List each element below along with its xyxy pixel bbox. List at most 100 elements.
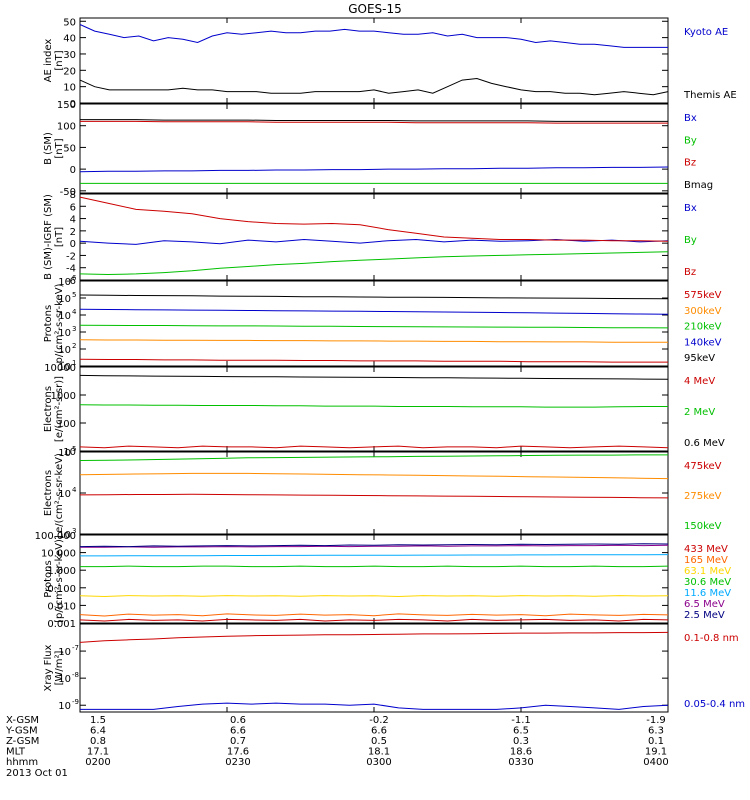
footer-row-label: MLT <box>6 747 26 758</box>
legend-entry: Kyoto AE <box>684 27 728 38</box>
footer-value: 17.6 <box>227 747 249 758</box>
footer-value: 0.5 <box>371 736 387 747</box>
y-tick-label: 10 <box>58 701 71 712</box>
legend-entry: 2.5 MeV <box>684 610 725 621</box>
legend-entry: 4 MeV <box>684 376 715 387</box>
panel-1: 0 10 20 30 40 50 AE index [nT] Kyoto AE Themis AE <box>43 17 737 110</box>
series-line <box>79 631 669 643</box>
series-line <box>80 565 669 568</box>
y-tick-label: -4 <box>66 264 76 275</box>
y-axis-label: B (SM) <box>43 132 54 165</box>
footer-row-label: X-GSM <box>6 715 39 726</box>
footer-value: 6.6 <box>230 726 246 737</box>
panel-frame <box>79 280 669 367</box>
y-tick-label: 100.000 <box>35 531 76 542</box>
y-axis-label: [nT] <box>54 138 65 158</box>
series-line <box>79 374 669 380</box>
y-tick-label: 4 <box>70 215 76 226</box>
series-line <box>79 493 669 499</box>
footer-value: 0200 <box>85 757 110 768</box>
legend-entry: Bz <box>684 267 696 278</box>
series-line <box>79 595 669 598</box>
series-line <box>79 251 669 276</box>
series-line <box>79 454 668 461</box>
y-tick-label: 0.100 <box>47 584 76 595</box>
footer-value: 18.1 <box>368 747 390 758</box>
footer-value: 0.3 <box>513 736 529 747</box>
y-axis-label: Xray Flux <box>43 644 54 691</box>
series-line <box>79 472 669 480</box>
y-tick-label: 10 <box>58 345 71 356</box>
y-tick-label: 10 <box>58 448 71 459</box>
series-line <box>79 166 669 173</box>
footer-value: 0.7 <box>230 736 246 747</box>
y-tick-label: -6 <box>66 276 76 287</box>
y-axis-label: B (SM)-IGRF (SM) <box>43 194 54 280</box>
footer-value: 0230 <box>225 757 250 768</box>
y-tick-exponent: 5 <box>72 445 76 453</box>
y-tick-label: 8 <box>70 190 76 201</box>
series-line <box>80 120 668 124</box>
y-axis-label: Electrons <box>43 386 54 432</box>
y-axis-label: p/(cm²-s-sr-keV) <box>54 283 65 363</box>
legend-entry: By <box>684 235 697 246</box>
y-tick-label: 20 <box>63 66 76 77</box>
legend-entry: Bz <box>684 158 696 169</box>
footer-value: 0.8 <box>90 736 106 747</box>
y-tick-label: 100 <box>57 122 76 133</box>
series-line <box>79 618 669 622</box>
y-tick-label: 1.000 <box>47 566 76 577</box>
y-tick-label: -50 <box>60 187 76 198</box>
series-line <box>79 308 669 315</box>
y-axis-label: [e/(cm²-s-sr)] <box>54 376 65 442</box>
legend-entry: 2 MeV <box>684 407 715 418</box>
y-tick-label: 10 <box>58 294 71 305</box>
legend-entry: 95keV <box>684 353 715 364</box>
y-axis-label: Protons <box>43 305 54 342</box>
series-line <box>79 445 669 449</box>
y-tick-label: 10000 <box>44 363 76 374</box>
y-tick-label: 6 <box>70 202 76 213</box>
series-line <box>79 543 669 548</box>
footer-value: 0400 <box>643 757 668 768</box>
y-tick-exponent: -7 <box>72 644 79 652</box>
footer-value: 6.4 <box>90 726 106 737</box>
legend-entry: 30.6 MeV <box>684 577 731 588</box>
y-axis-label: [W/m²] <box>54 650 65 685</box>
footer-value: 6.6 <box>371 726 387 737</box>
footer-value: 0.1 <box>648 736 664 747</box>
y-tick-label: 10 <box>58 530 71 541</box>
series-line <box>80 544 669 548</box>
footer-value: -0.2 <box>369 715 389 726</box>
legend-entry: 11.6 MeV <box>684 588 731 599</box>
y-tick-exponent: 6 <box>72 274 77 282</box>
footer-value: 0330 <box>508 757 533 768</box>
y-axis-label: [nT] <box>54 50 65 70</box>
y-tick-label: 0.010 <box>47 601 76 612</box>
y-axis-label: [p/(cm²-s-sr-keV)] <box>54 535 65 623</box>
legend-entry: 275keV <box>684 491 722 502</box>
series-line <box>79 339 668 343</box>
legend-entry: 6.5 MeV <box>684 599 725 610</box>
legend-entry: Bx <box>684 203 697 214</box>
footer-value: -1.1 <box>511 715 531 726</box>
footer-value: 18.6 <box>510 747 532 758</box>
y-tick-label: 10 <box>58 489 71 500</box>
series-line <box>79 294 669 300</box>
y-tick-label: 10 <box>58 277 71 288</box>
y-tick-exponent: 2 <box>72 342 76 350</box>
footer-value: 1.5 <box>90 715 106 726</box>
y-tick-exponent: -8 <box>72 671 79 679</box>
y-tick-exponent: 3 <box>72 527 76 535</box>
panel-frame <box>79 103 669 194</box>
footer-value: 0300 <box>366 757 391 768</box>
y-tick-label: 100 <box>57 419 76 430</box>
y-axis-label: e/(cm²-s-sr-keV) <box>54 453 65 533</box>
legend-entry: 210keV <box>684 322 722 333</box>
footer-value: 6.5 <box>513 726 529 737</box>
y-tick-exponent: -9 <box>72 698 79 706</box>
y-tick-label: 10 <box>58 362 71 373</box>
y-tick-label: 10 <box>58 647 71 658</box>
panel-frame <box>79 623 669 713</box>
